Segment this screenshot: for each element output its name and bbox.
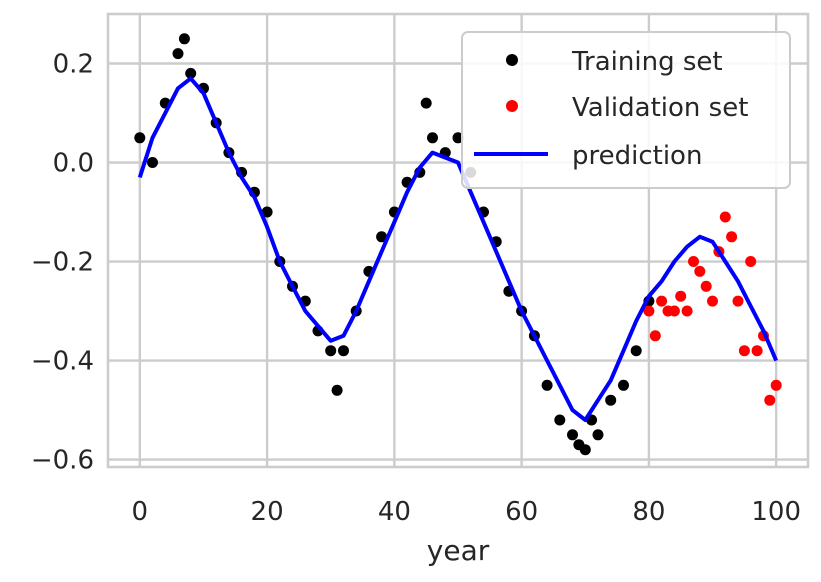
training-set-point <box>261 206 273 218</box>
validation-set-point <box>707 295 718 307</box>
validation-set-point <box>738 345 750 357</box>
validation-set-point <box>694 265 706 277</box>
prediction-line <box>137 76 779 422</box>
legend-marker-validation <box>506 100 518 112</box>
x-axis-title: year <box>427 534 490 567</box>
training-set-point <box>134 132 146 144</box>
validation-set-point <box>681 305 693 317</box>
x-tick-label: 60 <box>505 497 538 527</box>
validation-set-point <box>726 231 738 243</box>
y-tick-label: −0.2 <box>31 248 94 278</box>
training-set-point <box>567 429 578 441</box>
training-set-point <box>541 379 553 391</box>
training-set-point <box>452 132 464 144</box>
validation-set-point <box>700 280 712 292</box>
legend-label-prediction: prediction <box>572 141 702 171</box>
series-training-set <box>134 33 655 456</box>
training-set-point <box>172 48 184 60</box>
validation-set-point <box>745 256 757 267</box>
training-set-point <box>147 157 158 168</box>
series-prediction <box>137 76 779 422</box>
training-set-point <box>376 231 388 243</box>
y-tick-label: 0.2 <box>53 50 94 80</box>
training-set-point <box>554 414 566 426</box>
x-tick-label: 80 <box>632 497 665 527</box>
x-tick-label: 20 <box>251 497 284 527</box>
training-set-point <box>618 379 629 391</box>
legend-marker-training <box>506 54 518 66</box>
series-layer <box>134 33 782 456</box>
y-tick-label: −0.4 <box>31 347 94 377</box>
training-set-point <box>325 345 337 357</box>
training-set-point <box>338 345 349 357</box>
validation-set-point <box>656 295 668 307</box>
training-set-point <box>185 67 197 79</box>
training-set-point <box>420 97 432 109</box>
y-tick-label: 0.0 <box>53 149 94 179</box>
validation-set-point <box>643 305 655 317</box>
validation-set-point <box>719 211 731 223</box>
legend-label-validation: Validation set <box>572 93 748 123</box>
validation-set-point <box>732 295 744 307</box>
validation-set-point <box>770 379 782 391</box>
tick-labels: 0 20 40 60 80 100 0.2 0.0 −0.2 −0.4 −0.6 <box>31 50 801 527</box>
legend-label-training: Training set <box>571 47 723 77</box>
validation-set-point <box>751 345 763 357</box>
y-tick-label: −0.6 <box>31 446 94 476</box>
x-tick-label: 100 <box>751 497 801 527</box>
legend-box <box>461 31 791 189</box>
plot-frame <box>106 12 810 469</box>
x-tick-label: 40 <box>378 497 411 527</box>
legend: Training set Validation set prediction <box>461 31 791 189</box>
validation-set-point <box>764 394 776 406</box>
training-set-point <box>605 394 617 406</box>
x-tick-label: 0 <box>132 497 149 527</box>
validation-set-point <box>668 305 680 317</box>
training-set-point <box>178 33 190 45</box>
validation-set-point <box>688 256 699 267</box>
training-set-point <box>331 384 343 396</box>
training-set-point <box>630 345 642 357</box>
training-set-point <box>592 429 604 441</box>
validation-set-point <box>649 330 661 342</box>
validation-set-point <box>675 290 687 302</box>
training-set-point <box>579 444 591 456</box>
training-set-point <box>427 132 438 144</box>
